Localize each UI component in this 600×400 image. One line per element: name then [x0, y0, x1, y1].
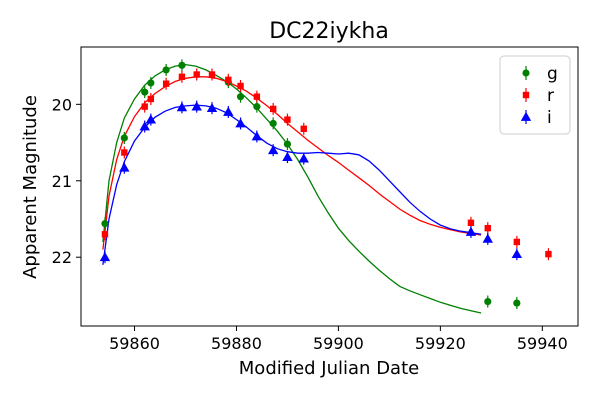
data-point-i: [298, 153, 309, 163]
legend-box: [499, 55, 571, 135]
data-point-g: [236, 93, 245, 101]
y-axis-label: Apparent Magnitude: [20, 95, 41, 279]
data-point-r: [162, 80, 170, 87]
data-point-g: [178, 61, 186, 69]
data-point-r: [225, 76, 232, 84]
chart-title: DC22iykha: [269, 19, 389, 44]
data-point-g: [141, 88, 149, 96]
y-tick-label: 21: [52, 172, 72, 191]
x-tick-label: 59920: [415, 334, 466, 353]
x-tick-label: 59940: [517, 334, 568, 353]
data-point-g: [147, 79, 155, 87]
y-tick-label: 20: [52, 95, 72, 114]
legend: gri: [499, 55, 571, 135]
legend-label-i: i: [547, 108, 552, 128]
data-point-r: [467, 219, 475, 227]
data-point-g: [484, 297, 492, 306]
data-point-r: [147, 95, 155, 103]
data-point-r: [545, 250, 552, 258]
data-point-g: [162, 66, 170, 74]
legend-marker-g: [522, 69, 530, 77]
x-tick-label: 59900: [313, 334, 364, 353]
data-point-i: [251, 131, 263, 141]
data-point-g: [253, 103, 261, 111]
legend-marker-i: [520, 111, 532, 121]
x-tick-label: 59880: [211, 334, 262, 353]
model-curve-i: [102, 104, 482, 265]
data-points: [99, 59, 552, 310]
plot-frame: [80, 46, 579, 327]
legend-marker-r: [522, 91, 530, 99]
model-curve-g: [102, 63, 482, 314]
data-point-i: [119, 162, 130, 172]
x-axis-label: Modified Julian Date: [239, 358, 419, 379]
data-point-i: [176, 102, 188, 112]
data-point-g: [513, 299, 521, 307]
data-point-r: [284, 116, 291, 123]
legend-label-g: g: [547, 64, 558, 84]
data-point-i: [145, 114, 157, 124]
data-point-r: [253, 93, 261, 100]
data-point-r: [208, 71, 216, 78]
data-point-g: [269, 119, 277, 128]
data-point-i: [482, 233, 493, 243]
data-point-i: [267, 144, 279, 155]
data-point-i: [282, 151, 293, 161]
data-point-g: [101, 219, 109, 228]
data-point-g: [283, 140, 292, 148]
model-curve-r: [102, 76, 482, 250]
legend-label-r: r: [547, 86, 554, 106]
data-point-i: [235, 118, 246, 128]
data-point-r: [101, 231, 109, 238]
data-point-r: [193, 71, 200, 78]
data-point-r: [178, 73, 186, 81]
data-point-i: [223, 106, 234, 116]
data-point-r: [141, 103, 148, 110]
data-point-r: [300, 125, 307, 132]
y-tick-label: 22: [52, 248, 72, 267]
data-point-i: [511, 248, 523, 259]
data-point-i: [465, 226, 477, 236]
data-point-r: [121, 149, 128, 156]
data-point-i: [206, 102, 218, 113]
data-point-i: [139, 121, 150, 131]
data-point-r: [513, 238, 521, 246]
data-point-i: [191, 101, 202, 111]
data-point-r: [237, 82, 244, 90]
data-point-i: [99, 252, 111, 262]
model-curves: [102, 63, 482, 314]
data-point-r: [269, 105, 277, 113]
x-axis-ticks: 59860 59880 59900 59920 59940: [109, 326, 568, 353]
x-tick-label: 59860: [109, 334, 160, 353]
data-point-r: [484, 224, 491, 232]
y-axis-ticks: 20 21 22: [52, 95, 81, 267]
data-point-g: [120, 134, 128, 142]
